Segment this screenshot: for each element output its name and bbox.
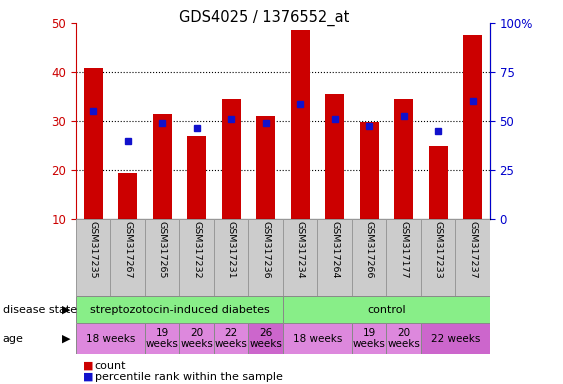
Bar bbox=[222, 99, 240, 219]
Text: control: control bbox=[367, 305, 406, 314]
Text: ■: ■ bbox=[83, 372, 94, 382]
Bar bbox=[145, 219, 180, 296]
Text: GSM317232: GSM317232 bbox=[192, 221, 201, 279]
Text: 26
weeks: 26 weeks bbox=[249, 328, 282, 349]
Bar bbox=[352, 323, 386, 354]
Bar bbox=[352, 219, 386, 296]
Text: count: count bbox=[95, 361, 126, 371]
Text: GSM317264: GSM317264 bbox=[330, 221, 339, 279]
Text: 19
weeks: 19 weeks bbox=[352, 328, 386, 349]
Bar bbox=[256, 116, 275, 219]
Text: GSM317236: GSM317236 bbox=[261, 221, 270, 279]
Text: GSM317231: GSM317231 bbox=[227, 221, 236, 279]
Bar bbox=[145, 323, 180, 354]
Text: streptozotocin-induced diabetes: streptozotocin-induced diabetes bbox=[90, 305, 269, 314]
Text: percentile rank within the sample: percentile rank within the sample bbox=[95, 372, 283, 382]
Bar bbox=[214, 219, 248, 296]
Bar bbox=[455, 219, 490, 296]
Bar bbox=[187, 136, 206, 219]
Text: 20
weeks: 20 weeks bbox=[180, 328, 213, 349]
Bar bbox=[118, 173, 137, 219]
Bar bbox=[180, 219, 214, 296]
Bar bbox=[248, 323, 283, 354]
Bar bbox=[318, 219, 352, 296]
Text: 18 weeks: 18 weeks bbox=[293, 334, 342, 344]
Bar bbox=[291, 30, 310, 219]
Text: 18 weeks: 18 weeks bbox=[86, 334, 135, 344]
Text: GSM317267: GSM317267 bbox=[123, 221, 132, 279]
Text: 22
weeks: 22 weeks bbox=[215, 328, 248, 349]
Text: ▶: ▶ bbox=[62, 334, 71, 344]
Bar bbox=[180, 323, 214, 354]
Text: GDS4025 / 1376552_at: GDS4025 / 1376552_at bbox=[180, 10, 350, 26]
Text: 20
weeks: 20 weeks bbox=[387, 328, 420, 349]
Bar bbox=[386, 219, 421, 296]
Text: GSM317233: GSM317233 bbox=[434, 221, 443, 279]
Bar bbox=[110, 219, 145, 296]
Bar bbox=[76, 296, 283, 323]
Bar bbox=[76, 219, 110, 296]
Bar bbox=[394, 99, 413, 219]
Bar bbox=[421, 219, 455, 296]
Bar bbox=[428, 146, 448, 219]
Text: ▶: ▶ bbox=[62, 305, 71, 314]
Text: disease state: disease state bbox=[3, 305, 77, 314]
Text: GSM317235: GSM317235 bbox=[89, 221, 98, 279]
Bar bbox=[360, 122, 378, 219]
Bar bbox=[283, 296, 490, 323]
Bar bbox=[421, 323, 490, 354]
Bar bbox=[283, 219, 318, 296]
Bar bbox=[84, 68, 102, 219]
Text: 22 weeks: 22 weeks bbox=[431, 334, 480, 344]
Bar bbox=[386, 323, 421, 354]
Text: GSM317265: GSM317265 bbox=[158, 221, 167, 279]
Text: GSM317177: GSM317177 bbox=[399, 221, 408, 279]
Text: GSM317237: GSM317237 bbox=[468, 221, 477, 279]
Bar bbox=[76, 323, 145, 354]
Bar bbox=[153, 114, 172, 219]
Text: 19
weeks: 19 weeks bbox=[146, 328, 178, 349]
Text: GSM317234: GSM317234 bbox=[296, 221, 305, 279]
Bar bbox=[463, 35, 482, 219]
Bar bbox=[214, 323, 248, 354]
Bar bbox=[325, 94, 344, 219]
Bar bbox=[283, 323, 352, 354]
Text: ■: ■ bbox=[83, 361, 94, 371]
Bar bbox=[248, 219, 283, 296]
Text: GSM317266: GSM317266 bbox=[365, 221, 374, 279]
Text: age: age bbox=[3, 334, 24, 344]
